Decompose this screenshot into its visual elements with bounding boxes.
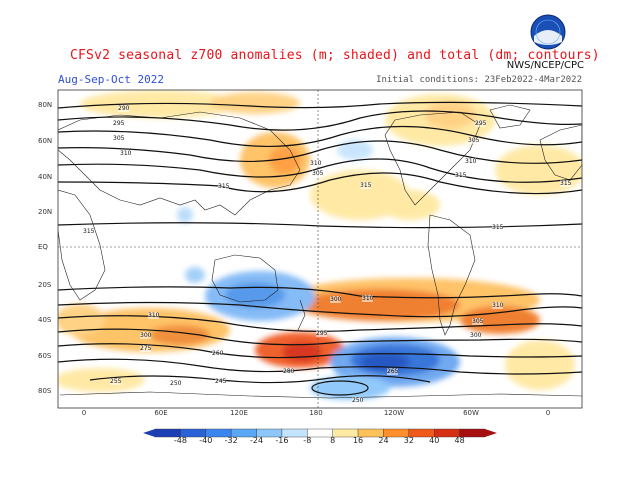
colorbar-tick-label: 40 (429, 436, 440, 445)
anomaly-shading (58, 90, 582, 400)
reference-grid (58, 90, 582, 408)
colorbar-right-arrow (485, 429, 497, 437)
lon-label: 0 (545, 409, 551, 417)
contour-value-label: 305 (468, 137, 480, 144)
contour-value-label: 315 (455, 172, 467, 179)
credit-label: NWS/NCEP/CPC (506, 60, 584, 71)
noaa-logo-icon (530, 14, 566, 50)
lat-label: 40N (38, 173, 53, 181)
lat-label: 80S (38, 387, 52, 395)
contour-value-label: 295 (475, 120, 487, 127)
chart-title: CFSv2 seasonal z700 anomalies (m; shaded… (70, 48, 600, 63)
contour-value-label: 305 (472, 318, 484, 325)
contour-value-label: 255 (110, 378, 122, 385)
contour-value-label: 250 (352, 397, 364, 404)
lat-label: 60S (38, 352, 52, 360)
forecast-period: Aug-Sep-Oct 2022 (58, 73, 164, 86)
contour-value-label: 315 (492, 224, 504, 231)
colorbar-tick-label: 24 (378, 436, 389, 445)
colorbar-tick-label: 8 (330, 436, 336, 445)
contour-value-label: 300 (470, 332, 482, 339)
initial-conditions: Initial conditions: 23Feb2022-4Mar2022 (376, 75, 582, 85)
contour-value-label: 280 (283, 368, 295, 375)
contour-value-label: 300 (140, 332, 152, 339)
colorbar (143, 428, 497, 438)
contour-value-label: 260 (212, 350, 224, 357)
colorbar-left-arrow (143, 429, 155, 437)
contour-value-label: 250 (170, 380, 182, 387)
contour-value-label: 295 (113, 120, 125, 127)
contour-value-label: 300 (330, 296, 342, 303)
lon-label: 60E (154, 409, 168, 417)
lat-label: 60N (38, 137, 53, 145)
height-contours (58, 101, 582, 396)
contour-value-label: 305 (113, 135, 125, 142)
contour-value-label: 315 (360, 182, 372, 189)
lat-label: 20S (38, 281, 52, 289)
colorbar-tick-label: -8 (303, 436, 312, 445)
contour-value-label: 310 (465, 158, 477, 165)
contour-value-label: 305 (312, 170, 324, 177)
contour-value-label: 310 (310, 160, 322, 167)
lon-label: 120W (383, 409, 405, 417)
contour-value-label: 295 (316, 330, 328, 337)
colorbar-tick-label: 32 (403, 436, 414, 445)
contour-value-label: 265 (387, 368, 399, 375)
contour-value-label: 290 (118, 105, 130, 112)
lon-label: 0 (81, 409, 87, 417)
contour-value-label: 315 (83, 228, 95, 235)
colorbar-tick-label: -32 (224, 436, 238, 445)
contour-value-label: 315 (560, 180, 572, 187)
contour-value-label: 310 (148, 312, 160, 319)
lon-label: 120E (230, 409, 248, 417)
colorbar-tick-label: -16 (275, 436, 289, 445)
colorbar-tick-label: -24 (249, 436, 264, 445)
coastlines (58, 104, 582, 399)
contour-value-label: 245 (215, 378, 227, 385)
contour-value-label: 315 (218, 183, 230, 190)
lat-label: EQ (38, 243, 48, 251)
colorbar-tick-label: 48 (454, 436, 465, 445)
lat-label: 20N (38, 208, 53, 216)
colorbar-tick-label: -40 (199, 436, 213, 445)
lon-label: 180 (309, 409, 323, 417)
lat-label: 80N (38, 101, 53, 109)
contour-value-label: 310 (362, 295, 374, 302)
contour-value-label: 310 (492, 302, 504, 309)
colorbar-tick-label: -48 (173, 436, 187, 445)
contour-value-label: 275 (140, 345, 152, 352)
lat-label: 40S (38, 316, 52, 324)
lon-label: 60W (463, 409, 479, 417)
colorbar-tick-label: 16 (352, 436, 364, 445)
contour-value-label: 310 (120, 150, 132, 157)
